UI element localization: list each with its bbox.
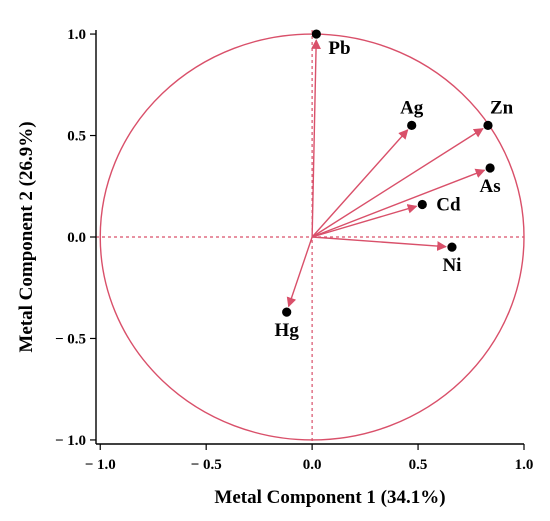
point-label-ag: Ag bbox=[400, 97, 424, 118]
y-tick-label: 0.0 bbox=[67, 230, 86, 246]
point-ag bbox=[407, 120, 417, 130]
x-tick-label: − 1.0 bbox=[85, 457, 116, 473]
point-label-zn: Zn bbox=[490, 97, 514, 118]
x-axis-title: Metal Component 1 (34.1%) bbox=[214, 487, 445, 508]
vector-zn bbox=[311, 128, 484, 238]
vector-cd bbox=[311, 204, 418, 238]
point-cd bbox=[417, 199, 427, 210]
point-as bbox=[485, 163, 495, 173]
y-tick-label: 1.0 bbox=[67, 27, 86, 43]
point-hg bbox=[282, 307, 292, 317]
x-tick-label: 0.0 bbox=[303, 457, 322, 473]
point-label-ni: Ni bbox=[442, 255, 461, 276]
y-tick-label: 0.5 bbox=[67, 129, 86, 145]
point-pb bbox=[311, 29, 321, 39]
point-label-as: As bbox=[480, 176, 501, 197]
vector-as bbox=[311, 168, 486, 238]
point-label-cd: Cd bbox=[436, 195, 461, 216]
x-tick-label: 1.0 bbox=[515, 457, 534, 473]
x-tick-label: − 0.5 bbox=[191, 457, 222, 473]
vector-ni bbox=[312, 236, 447, 251]
x-tick-label: 0.5 bbox=[409, 457, 428, 473]
y-axis-title: Metal Component 2 (26.9%) bbox=[16, 121, 37, 352]
y-tick-label: − 0.5 bbox=[55, 331, 86, 347]
point-zn bbox=[483, 120, 493, 130]
point-label-hg: Hg bbox=[275, 320, 300, 341]
point-label-pb: Pb bbox=[328, 38, 350, 59]
vector-hg bbox=[286, 236, 313, 308]
vector-ag bbox=[311, 129, 409, 238]
point-ni bbox=[447, 242, 457, 252]
vector-pb bbox=[311, 39, 321, 238]
y-tick-label: − 1.0 bbox=[55, 433, 86, 449]
